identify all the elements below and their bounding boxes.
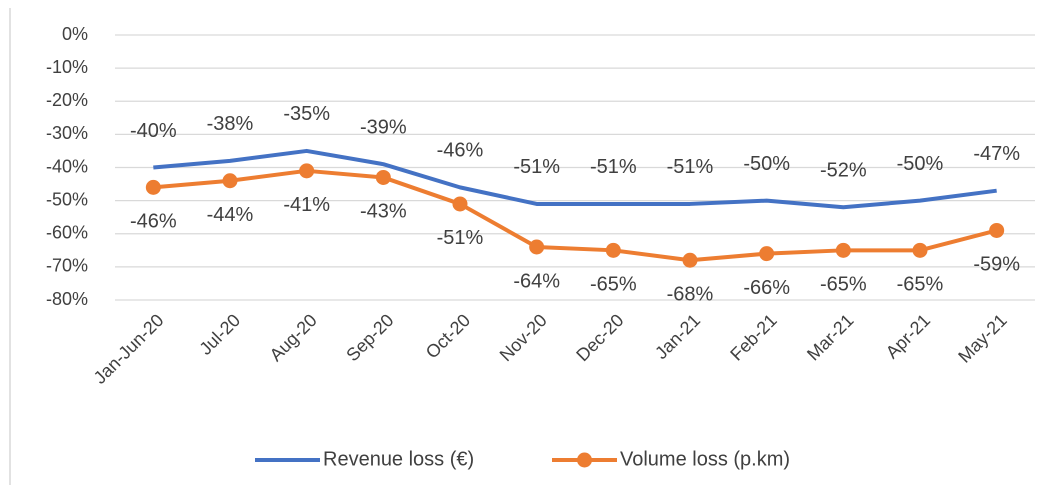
data-label: -65% [590,274,637,296]
x-tick-label: Jul-20 [195,310,244,359]
point-marker [682,252,698,268]
data-label: -41% [283,194,330,216]
legend-label: Volume loss (p.km) [620,448,790,470]
data-label: -35% [283,103,330,125]
point-marker [145,179,161,195]
data-label: -46% [437,140,484,162]
y-tick-label: 0% [62,24,88,44]
point-marker [989,222,1005,238]
data-label: -68% [667,284,714,306]
y-tick-label: -20% [46,90,88,110]
data-label: -66% [743,277,790,299]
point-marker [452,196,468,212]
legend-label: Revenue loss (€) [323,448,474,470]
data-label: -64% [513,270,560,292]
point-marker [529,239,545,255]
data-label: -51% [590,156,637,178]
x-tick-label: Mar-21 [803,310,857,364]
data-label: -51% [437,227,484,249]
y-tick-label: -40% [46,156,88,176]
data-label: -50% [897,153,944,175]
x-tick-label: Feb-21 [726,310,780,364]
point-marker [912,242,928,258]
point-marker [299,163,315,179]
x-tick-label: Sep-20 [342,310,397,365]
x-tick-label: Aug-20 [266,310,321,365]
y-tick-label: -30% [46,123,88,143]
data-label: -59% [973,254,1020,276]
data-label: -39% [360,116,407,138]
data-label: -51% [513,156,560,178]
data-label: -65% [897,274,944,296]
x-tick-label: Dec-20 [572,310,627,365]
point-marker [222,173,238,189]
legend-marker [577,452,592,468]
point-marker [375,169,391,185]
data-label: -50% [743,153,790,175]
x-tick-label: Apr-21 [882,310,934,362]
data-label: -52% [820,160,867,182]
point-marker [605,242,621,258]
data-label: -43% [360,201,407,223]
point-marker [835,242,851,258]
x-tick-label: Nov-20 [496,310,551,365]
x-tick-label: Jan-Jun-20 [90,310,168,388]
y-tick-label: -50% [46,189,88,209]
series-line [153,168,998,263]
y-tick-label: -60% [46,223,88,243]
data-label: -65% [820,274,867,296]
data-label: -40% [130,120,177,142]
data-label: -46% [130,211,177,233]
point-marker [759,246,775,262]
y-tick-label: -70% [46,256,88,276]
data-label: -44% [207,204,254,226]
series-line [153,148,997,210]
data-label: -38% [207,113,254,135]
x-tick-label: Oct-20 [422,310,474,362]
x-tick-label: Jan-21 [651,310,704,363]
data-label: -47% [973,143,1020,165]
x-tick-label: May-21 [954,310,1011,367]
data-label: -51% [667,156,714,178]
y-tick-label: -10% [46,57,88,77]
y-tick-label: -80% [46,289,88,309]
